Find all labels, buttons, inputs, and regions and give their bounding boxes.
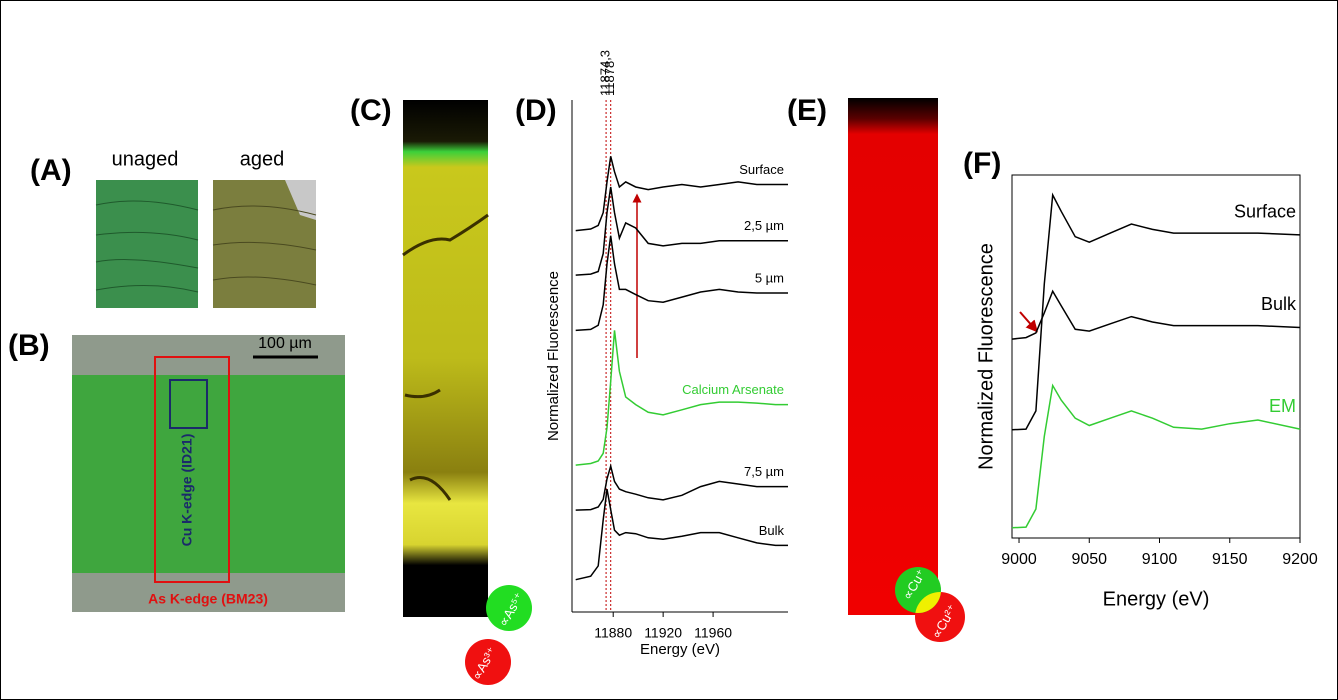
caption: unaged: [112, 148, 179, 170]
annotation: 11878: [602, 61, 617, 96]
legend-overlap: [915, 592, 941, 613]
spectrum: [575, 156, 788, 232]
x-tick-label: 11880: [594, 625, 632, 641]
x-tick-label: 9000: [1001, 551, 1037, 568]
panel-label: (E): [787, 94, 827, 127]
spectrum: [575, 488, 788, 581]
texture: [285, 180, 316, 220]
series-label: Calcium Arsenate: [682, 382, 784, 397]
spectrum: [1011, 383, 1301, 529]
spectrum: [1011, 289, 1301, 340]
spectrum: [575, 330, 788, 466]
x-tick-label: 9200: [1282, 551, 1318, 568]
series-label: 7,5 µm: [744, 464, 784, 479]
map-image: [848, 98, 938, 615]
x-tick-label: 9050: [1071, 551, 1107, 568]
y-axis-label: Normalized Fluorescence: [975, 243, 997, 470]
x-tick-label: 11920: [644, 625, 682, 641]
x-axis-label: Energy (eV): [640, 641, 720, 658]
series-label: EM: [1269, 396, 1296, 416]
box-label: As K-edge (BM23): [148, 591, 268, 607]
x-tick-label: 9150: [1212, 551, 1248, 568]
panel-label: (F): [963, 147, 1001, 180]
spectrum: [575, 186, 788, 276]
panel-label: (C): [350, 94, 392, 127]
legend-circle: [465, 639, 511, 685]
panel-label: (D): [515, 94, 557, 127]
caption: aged: [240, 148, 285, 170]
series-label: Bulk: [759, 523, 785, 538]
series-label: Surface: [1234, 202, 1296, 222]
series-label: Surface: [739, 162, 784, 177]
panel-label: (A): [30, 154, 72, 187]
pointer-arrow: [1019, 311, 1038, 333]
crack: [402, 213, 489, 501]
x-tick-label: 9100: [1142, 551, 1178, 568]
plot-frame: [1011, 174, 1301, 539]
annotation: 11874,3: [598, 50, 613, 96]
panel-label: (B): [8, 329, 50, 362]
texture: [212, 205, 317, 286]
map-image: [403, 100, 488, 617]
scale-label: 100 µm: [258, 335, 312, 352]
spectrum: [575, 235, 788, 332]
x-tick-label: 11960: [694, 625, 732, 641]
series-label: Bulk: [1261, 294, 1297, 314]
texture: [95, 200, 199, 293]
roi-box: [169, 379, 208, 429]
spectrum: [1011, 192, 1301, 431]
x-axis-label: Energy (eV): [1103, 588, 1210, 610]
roi-box: [154, 356, 230, 583]
sample-band: [72, 375, 345, 573]
box-label: Cu K-edge (ID21): [179, 434, 195, 547]
series-label: 5 µm: [755, 270, 784, 285]
legend-circle: [486, 585, 532, 631]
series-label: 2,5 µm: [744, 218, 784, 233]
y-axis-label: Normalized Fluorescence: [545, 271, 562, 441]
spectrum: [575, 463, 788, 511]
